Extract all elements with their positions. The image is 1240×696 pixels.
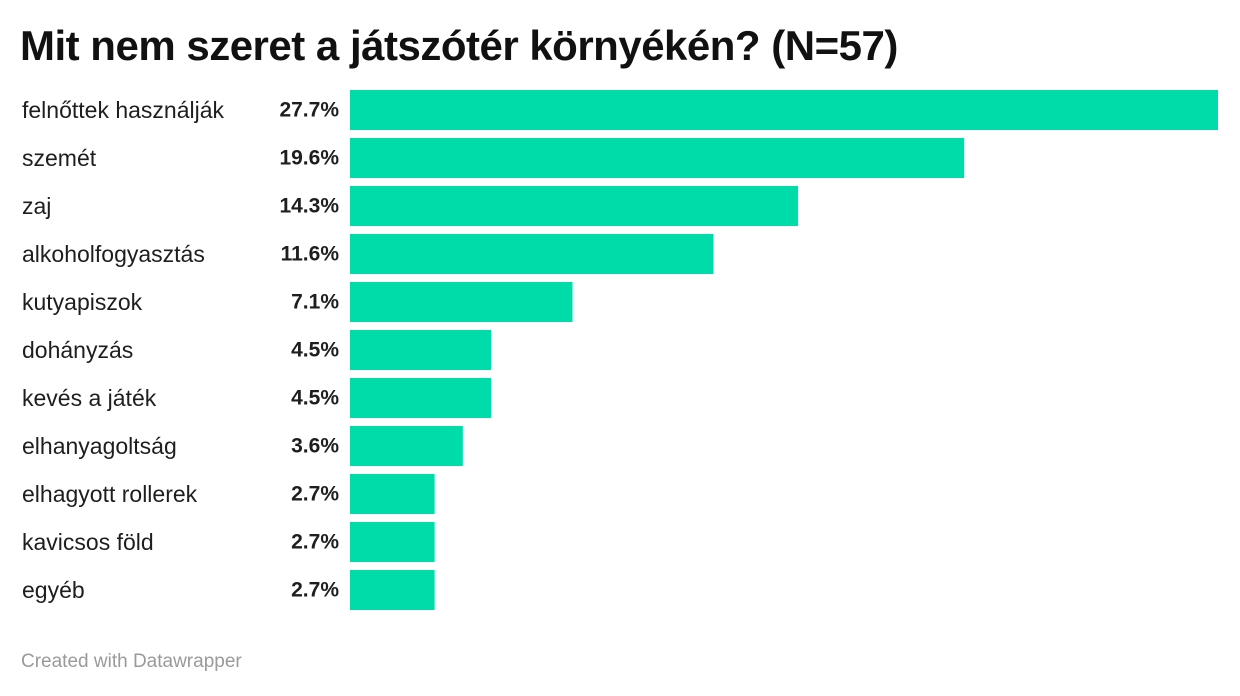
bar — [350, 570, 435, 610]
value-label: 11.6% — [281, 243, 340, 266]
value-label: 4.5% — [291, 387, 339, 410]
category-label: dohányzás — [22, 337, 133, 363]
bar — [350, 282, 573, 322]
category-label: szemét — [22, 145, 97, 171]
value-label: 2.7% — [291, 579, 339, 602]
bar — [350, 186, 799, 226]
bar-row: kutyapiszok 7.1% — [22, 282, 573, 322]
bar — [350, 474, 435, 514]
value-label: 19.6% — [279, 147, 339, 170]
category-label: alkoholfogyasztás — [22, 241, 205, 267]
bar — [350, 90, 1218, 130]
category-label: elhagyott rollerek — [22, 481, 198, 507]
bar-row: szemét 19.6% — [22, 138, 965, 178]
bar-row: zaj 14.3% — [22, 186, 799, 226]
bar — [350, 138, 965, 178]
value-label: 14.3% — [279, 195, 339, 218]
bar — [350, 234, 714, 274]
bar-row: alkoholfogyasztás 11.6% — [22, 234, 714, 274]
category-label: felnőttek használják — [22, 97, 225, 123]
bar-chart: felnőttek használják 27.7% szemét 19.6% zaj 1… — [22, 90, 1218, 610]
category-label: zaj — [22, 193, 51, 219]
bar — [350, 330, 492, 370]
category-label: kavicsos föld — [22, 529, 154, 555]
datawrapper-credit: Created with Datawrapper — [21, 651, 242, 672]
chart-title: Mit nem szeret a játszótér környékén? (N… — [20, 22, 898, 69]
category-label: kevés a játék — [22, 385, 157, 411]
bar — [350, 378, 492, 418]
value-label: 3.6% — [291, 435, 339, 458]
value-label: 7.1% — [291, 291, 339, 314]
category-label: kutyapiszok — [22, 289, 143, 315]
bar-row: kavicsos föld 2.7% — [22, 522, 435, 562]
bar-row: kevés a játék 4.5% — [22, 378, 492, 418]
category-label: elhanyagoltság — [22, 433, 177, 459]
value-label: 2.7% — [291, 531, 339, 554]
bar-row: dohányzás 4.5% — [22, 330, 492, 370]
value-label: 27.7% — [279, 99, 339, 122]
bar-row: felnőttek használják 27.7% — [22, 90, 1218, 130]
bar-row: egyéb 2.7% — [22, 570, 435, 610]
bar — [350, 522, 435, 562]
bar-row: elhanyagoltság 3.6% — [22, 426, 463, 466]
category-label: egyéb — [22, 577, 85, 603]
bar-row: elhagyott rollerek 2.7% — [22, 474, 435, 514]
bar — [350, 426, 463, 466]
value-label: 2.7% — [291, 483, 339, 506]
value-label: 4.5% — [291, 339, 339, 362]
